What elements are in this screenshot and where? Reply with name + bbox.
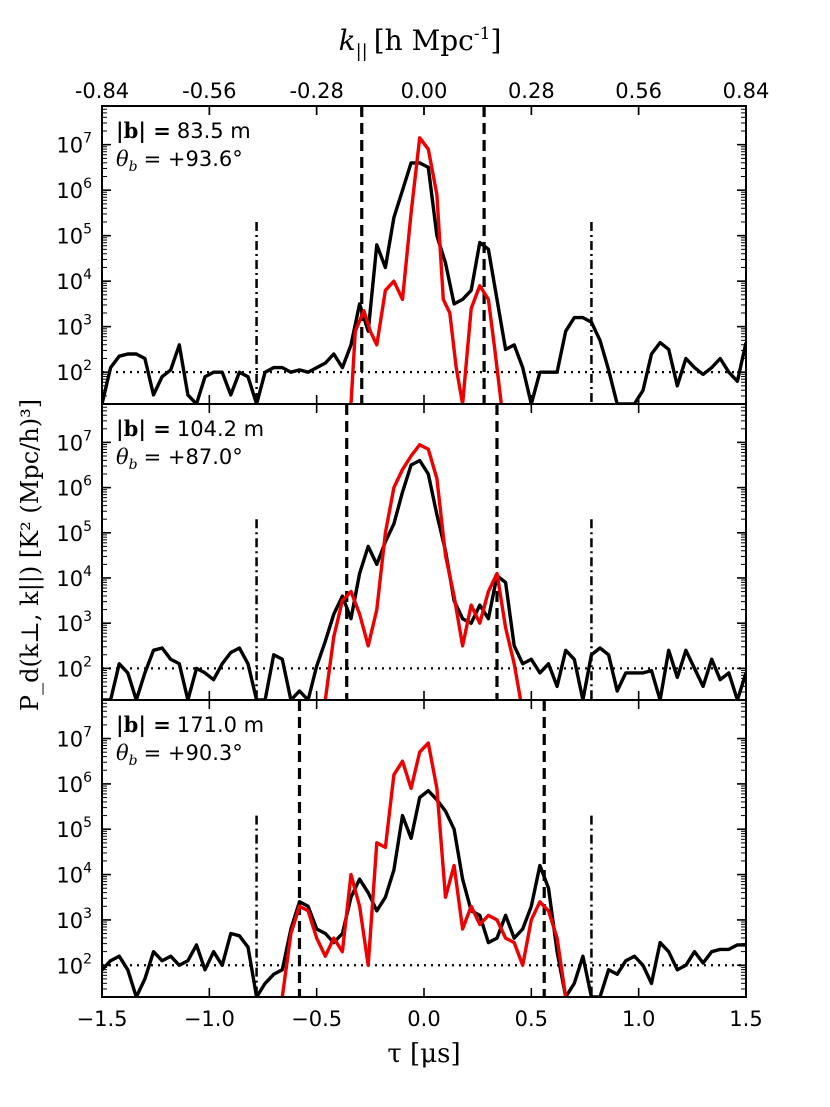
angle-label: θb = +87.0° (116, 445, 243, 473)
baseline-label: |b| = 171.0 m (116, 712, 264, 737)
series-red-line (349, 136, 503, 404)
y-tick-label: 107 (56, 428, 92, 455)
x-tick-label: 0.0 (407, 1007, 440, 1031)
k-tick-label: 0.28 (508, 79, 555, 103)
x-tick-label: 0.5 (515, 1007, 548, 1031)
x-tick-label: −1.0 (184, 1007, 235, 1031)
y-tick-label: 103 (56, 906, 92, 933)
y-tick-label: 106 (56, 176, 92, 203)
series-black-line (102, 789, 746, 997)
panel-2: 102 103 104 105 106 107 |b| = 104.2 m θb = +87.0° (56, 403, 747, 701)
panel-1: 102 103 104 105 106 107 |b| = 83.5 m θb = +93.6° (56, 105, 747, 405)
x-axis-title: τ [μs] (387, 1039, 460, 1069)
x-tick-label: −1.5 (77, 1007, 128, 1031)
y-tick-label: 102 (56, 358, 92, 385)
series-red-line (280, 741, 568, 997)
top-axis-title: k|| [h Mpc-1] (339, 24, 502, 62)
y-tick-label: 103 (56, 609, 92, 636)
angle-label: θb = +93.6° (116, 147, 243, 175)
angle-label: θb = +90.3° (116, 741, 243, 769)
y-tick-label: 106 (56, 770, 92, 797)
y-tick-label: 105 (56, 222, 92, 249)
y-tick-label: 104 (56, 267, 92, 294)
y-tick-label: 104 (56, 564, 92, 591)
y-tick-label: 107 (56, 131, 92, 158)
panel-3: 102 103 104 105 106 107 |b| = 171.0 m θb = +90.3° (56, 699, 747, 998)
series-black-line (102, 458, 746, 700)
k-tick-label: -0.28 (289, 79, 343, 103)
shared-axes-ticks: −1.5 −1.0 −0.5 0.0 0.5 1.0 1.5 -0.84 -0.56 -0.28 0… (75, 79, 770, 1031)
y-tick-label: 105 (56, 815, 92, 842)
k-tick-label: -0.84 (75, 79, 129, 103)
y-tick-label: 102 (56, 654, 92, 681)
baseline-label: |b| = 83.5 m (116, 118, 251, 143)
y-tick-label: 103 (56, 313, 92, 340)
x-tick-label: −0.5 (291, 1007, 342, 1031)
baseline-label: |b| = 104.2 m (116, 416, 264, 441)
k-tick-label: -0.56 (182, 79, 236, 103)
y-tick-label: 107 (56, 725, 92, 752)
y-tick-label: 105 (56, 519, 92, 546)
series-black-line (102, 161, 746, 404)
x-tick-label: 1.5 (729, 1007, 762, 1031)
y-tick-label: 104 (56, 861, 92, 888)
k-tick-label: 0.00 (401, 79, 448, 103)
y-axis-title: P_d(k⊥, k||) [K² (Mpc/h)³] (16, 399, 45, 711)
series-red-line (323, 443, 523, 700)
y-tick-label: 102 (56, 951, 92, 978)
k-tick-label: 0.56 (615, 79, 662, 103)
y-tick-label: 106 (56, 474, 92, 501)
k-tick-label: 0.84 (723, 79, 770, 103)
x-tick-label: 1.0 (622, 1007, 655, 1031)
